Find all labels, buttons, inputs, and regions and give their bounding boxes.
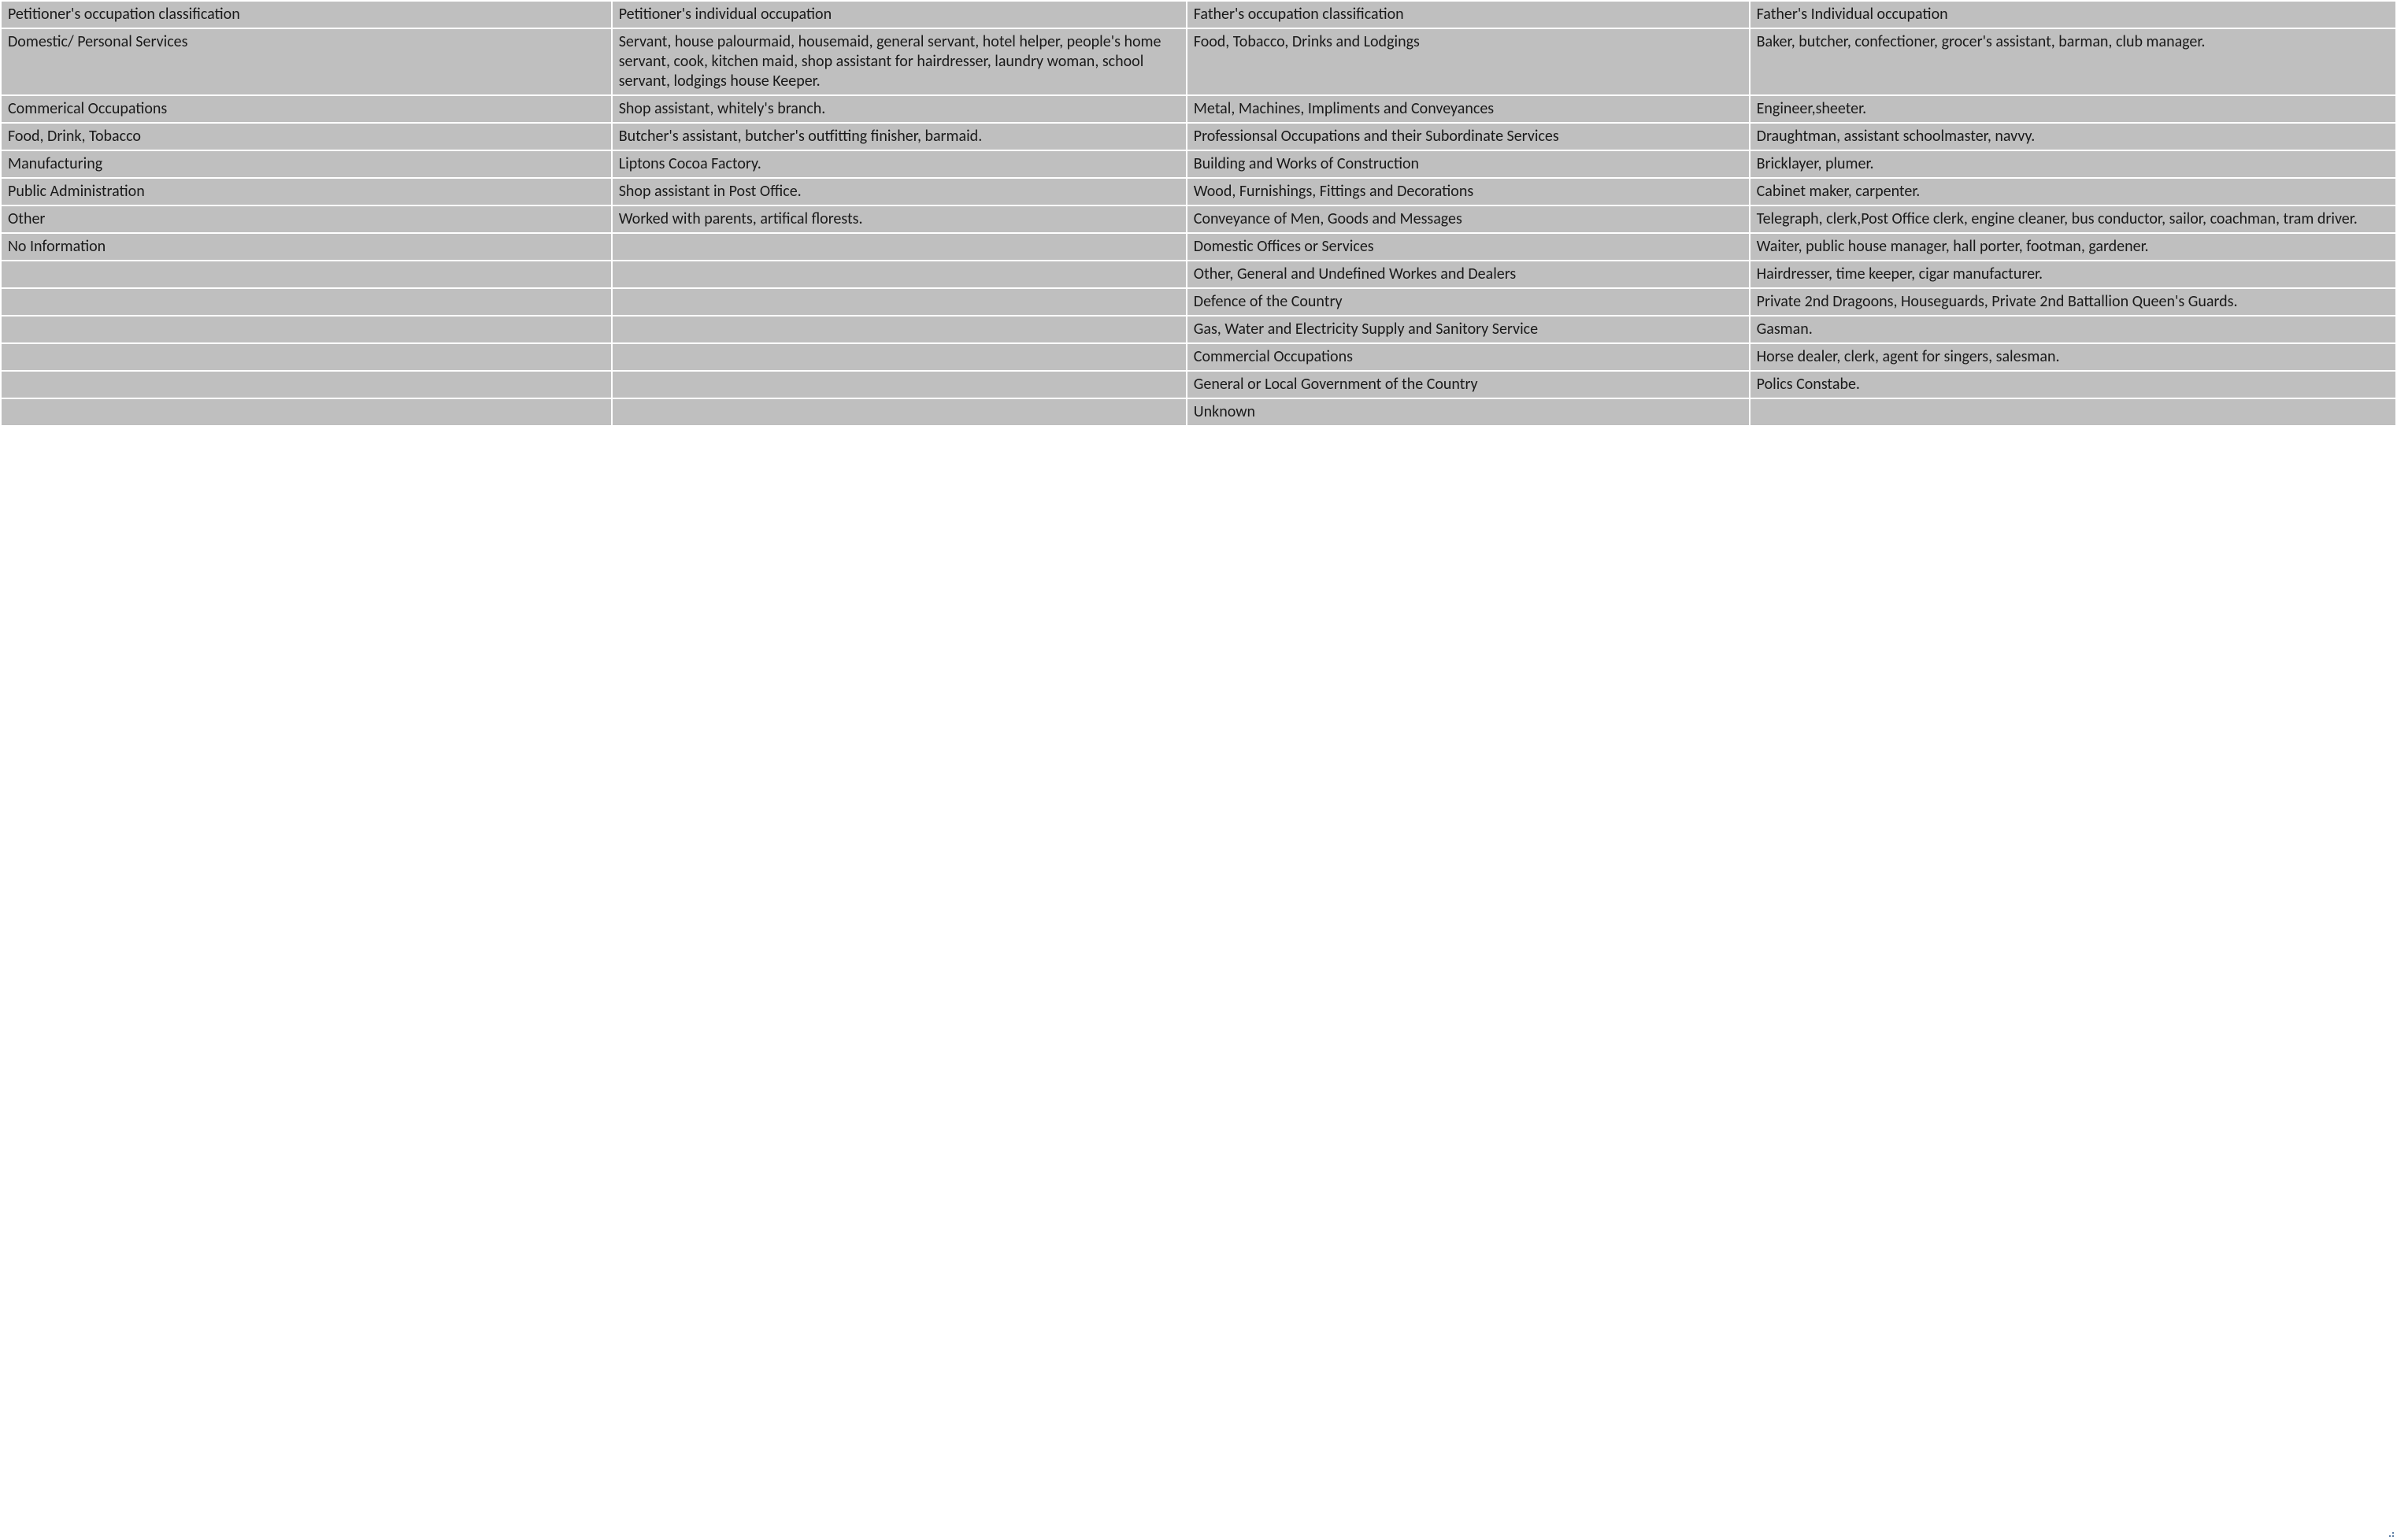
cell-father-classification: Defence of the Country (1187, 288, 1750, 316)
cell-petitioner-individual: Shop assistant, whitely's branch. (612, 95, 1187, 123)
cell-petitioner-individual (612, 288, 1187, 316)
cell-petitioner-individual: Liptons Cocoa Factory. (612, 150, 1187, 178)
cell-father-classification: Food, Tobacco, Drinks and Lodgings (1187, 28, 1750, 95)
cell-father-classification: Building and Works of Construction (1187, 150, 1750, 178)
cell-petitioner-individual (612, 233, 1187, 261)
cell-petitioner-classification: Public Administration (1, 178, 612, 205)
table-row: No Information Domestic Offices or Servi… (1, 233, 2396, 261)
table-row: Defence of the Country Private 2nd Drago… (1, 288, 2396, 316)
occupation-table: Petitioner's occupation classification P… (0, 0, 2397, 427)
cell-petitioner-classification (1, 261, 612, 288)
cell-petitioner-individual: Shop assistant in Post Office. (612, 178, 1187, 205)
cell-father-classification: General or Local Government of the Count… (1187, 371, 1750, 398)
table-row: Commercial Occupations Horse dealer, cle… (1, 343, 2396, 371)
table-row: Public Administration Shop assistant in … (1, 178, 2396, 205)
cell-petitioner-classification (1, 288, 612, 316)
table-row: Other, General and Undefined Workes and … (1, 261, 2396, 288)
cell-father-classification: Wood, Furnishings, Fittings and Decorati… (1187, 178, 1750, 205)
cell-father-classification: Commercial Occupations (1187, 343, 1750, 371)
cell-petitioner-classification (1, 316, 612, 343)
cell-father-individual: Horse dealer, clerk, agent for singers, … (1750, 343, 2396, 371)
cell-petitioner-individual (612, 316, 1187, 343)
cell-petitioner-individual (612, 371, 1187, 398)
col-header-father-individual: Father's Individual occupation (1750, 1, 2396, 28)
col-header-petitioner-classification: Petitioner's occupation classification (1, 1, 612, 28)
cell-father-individual: Hairdresser, time keeper, cigar manufact… (1750, 261, 2396, 288)
cell-father-individual: Draughtman, assistant schoolmaster, navv… (1750, 123, 2396, 150)
cell-petitioner-individual: Servant, house palourmaid, housemaid, ge… (612, 28, 1187, 95)
cell-petitioner-classification: Commerical Occupations (1, 95, 612, 123)
resize-grip-icon (2388, 1531, 2395, 1538)
cell-father-classification: Conveyance of Men, Goods and Messages (1187, 205, 1750, 233)
cell-father-individual: Telegraph, clerk,Post Office clerk, engi… (1750, 205, 2396, 233)
cell-petitioner-individual (612, 261, 1187, 288)
cell-petitioner-classification: Manufacturing (1, 150, 612, 178)
cell-father-classification: Professionsal Occupations and their Subo… (1187, 123, 1750, 150)
cell-petitioner-classification (1, 398, 612, 426)
cell-father-individual: Bricklayer, plumer. (1750, 150, 2396, 178)
cell-father-individual: Gasman. (1750, 316, 2396, 343)
cell-petitioner-classification: Other (1, 205, 612, 233)
cell-petitioner-individual: Worked with parents, artifical florests. (612, 205, 1187, 233)
cell-father-individual: Cabinet maker, carpenter. (1750, 178, 2396, 205)
cell-petitioner-individual (612, 343, 1187, 371)
table-row: Other Worked with parents, artifical flo… (1, 205, 2396, 233)
cell-father-classification: Metal, Machines, Impliments and Conveyan… (1187, 95, 1750, 123)
cell-father-individual: Private 2nd Dragoons, Houseguards, Priva… (1750, 288, 2396, 316)
col-header-petitioner-individual: Petitioner's individual occupation (612, 1, 1187, 28)
table-row: Manufacturing Liptons Cocoa Factory. Bui… (1, 150, 2396, 178)
cell-father-classification: Domestic Offices or Services (1187, 233, 1750, 261)
table-row: Commerical Occupations Shop assistant, w… (1, 95, 2396, 123)
cell-father-classification: Unknown (1187, 398, 1750, 426)
cell-petitioner-classification: No Information (1, 233, 612, 261)
cell-father-classification: Gas, Water and Electricity Supply and Sa… (1187, 316, 1750, 343)
table-row: General or Local Government of the Count… (1, 371, 2396, 398)
occupation-table-container: Petitioner's occupation classification P… (0, 0, 2397, 427)
cell-petitioner-classification (1, 371, 612, 398)
cell-petitioner-classification: Food, Drink, Tobacco (1, 123, 612, 150)
cell-father-individual: Engineer,sheeter. (1750, 95, 2396, 123)
cell-petitioner-individual (612, 398, 1187, 426)
col-header-father-classification: Father's occupation classification (1187, 1, 1750, 28)
table-header-row: Petitioner's occupation classification P… (1, 1, 2396, 28)
cell-father-individual: Baker, butcher, confectioner, grocer's a… (1750, 28, 2396, 95)
cell-petitioner-individual: Butcher's assistant, butcher's outfittin… (612, 123, 1187, 150)
table-row: Unknown (1, 398, 2396, 426)
cell-father-individual: Polics Constabe. (1750, 371, 2396, 398)
cell-father-classification: Other, General and Undefined Workes and … (1187, 261, 1750, 288)
cell-father-individual: Waiter, public house manager, hall porte… (1750, 233, 2396, 261)
table-row: Gas, Water and Electricity Supply and Sa… (1, 316, 2396, 343)
cell-petitioner-classification: Domestic/ Personal Services (1, 28, 612, 95)
table-row: Food, Drink, Tobacco Butcher's assistant… (1, 123, 2396, 150)
table-row: Domestic/ Personal Services Servant, hou… (1, 28, 2396, 95)
cell-petitioner-classification (1, 343, 612, 371)
cell-father-individual (1750, 398, 2396, 426)
